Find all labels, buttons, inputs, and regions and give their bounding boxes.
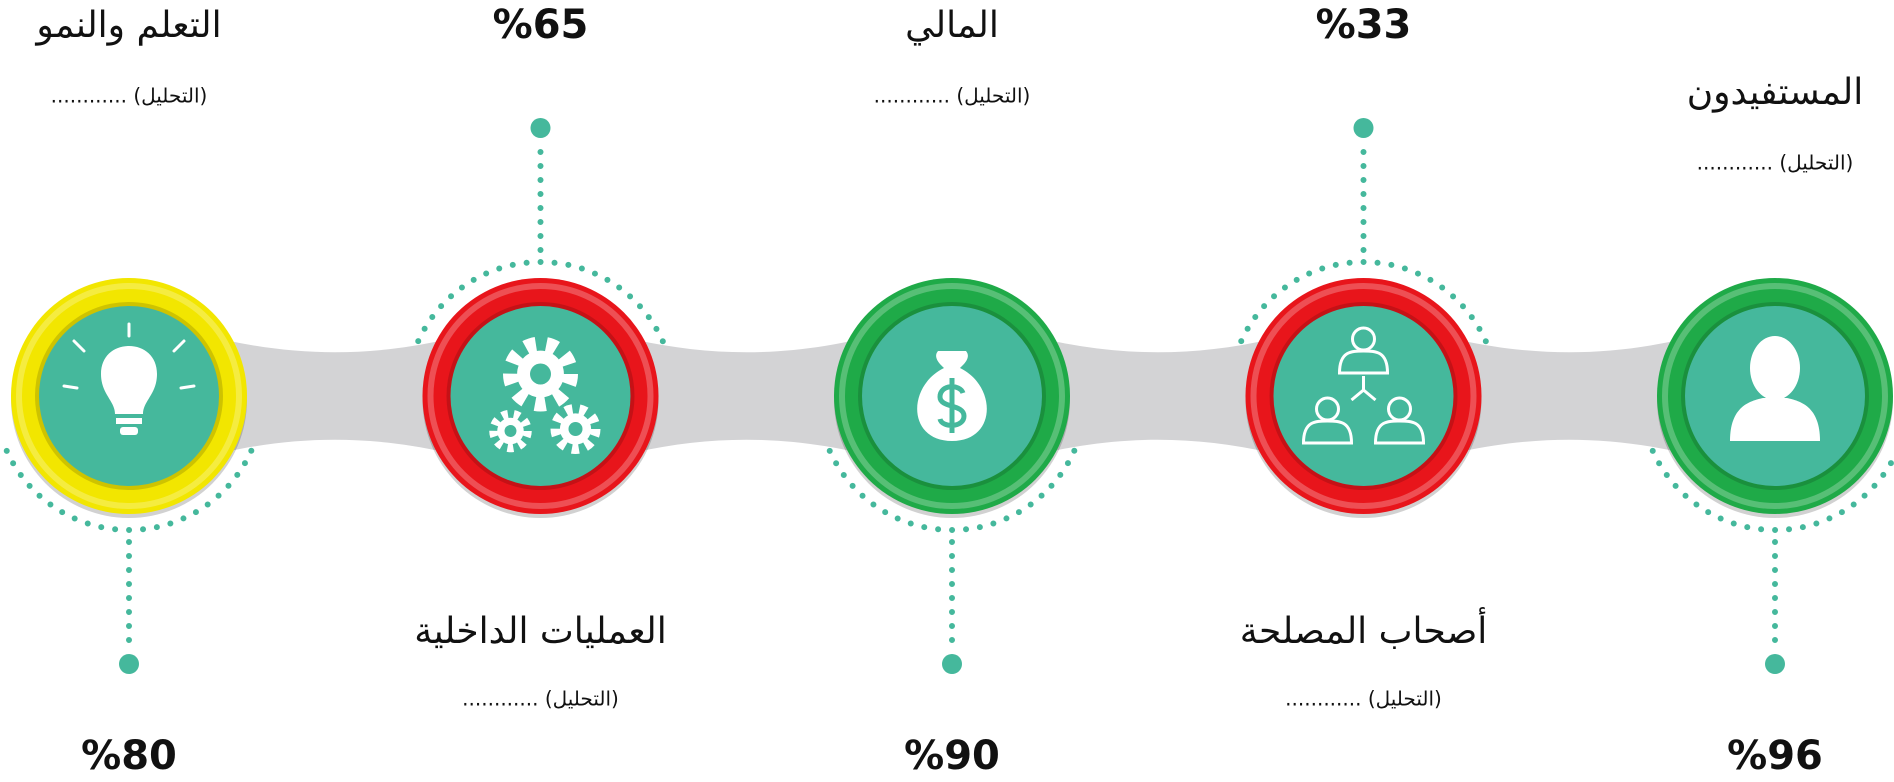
icon-part <box>1337 349 1390 375</box>
icon-part <box>179 384 196 390</box>
icon-part <box>1301 419 1354 445</box>
node: أصحاب المصلحة (التحليل) ............ %33 <box>1238 2 1489 711</box>
node-percent: %65 <box>493 2 589 48</box>
node-analysis: (التحليل) ............ <box>51 84 208 108</box>
ring-highlight <box>1250 283 1477 509</box>
icon-part <box>504 425 517 437</box>
node-analysis: (التحليل) ............ <box>462 687 619 711</box>
node: المستفيدون (التحليل) ............ %96 <box>1649 72 1894 779</box>
end-dot <box>1353 118 1374 138</box>
ring-highlight <box>839 283 1065 509</box>
end-dot <box>530 118 551 138</box>
node: التعلم والنمو (التحليل) ............ %80 <box>3 5 255 779</box>
ring-highlight <box>427 283 654 509</box>
end-dot <box>942 654 962 674</box>
icon-part <box>172 339 186 353</box>
icon-part <box>503 336 578 412</box>
node-title: العمليات الداخلية <box>414 611 666 652</box>
icon-part <box>120 427 138 435</box>
icon <box>62 322 196 435</box>
icon <box>489 336 601 454</box>
icon-part <box>937 378 967 433</box>
inner-circle <box>1273 306 1454 486</box>
icon-part <box>116 418 142 424</box>
node-percent: %80 <box>81 733 177 779</box>
dotted-arc <box>826 447 1078 533</box>
node-percent: %96 <box>1727 733 1823 779</box>
icon <box>917 351 987 441</box>
node-title: التعلم والنمو <box>34 5 221 46</box>
node-analysis: (التحليل) ............ <box>1697 151 1854 175</box>
icon-part <box>1730 398 1820 441</box>
node-title: المالي <box>905 5 999 46</box>
icon-part <box>72 339 86 353</box>
ring-highlight <box>16 283 242 509</box>
dotted-arc <box>1649 447 1894 533</box>
icon-part <box>1373 419 1426 445</box>
icon-part <box>62 384 79 390</box>
icon-part <box>568 422 583 436</box>
node-percent: %33 <box>1316 2 1412 48</box>
icon-part <box>530 363 551 385</box>
node-title: أصحاب المصلحة <box>1240 607 1488 652</box>
icon-part <box>550 404 601 454</box>
node-percent: %90 <box>904 733 1000 779</box>
node-analysis: (التحليل) ............ <box>1285 687 1442 711</box>
ring-highlight <box>1662 283 1888 509</box>
icon-part <box>1750 336 1800 400</box>
end-dot <box>1765 654 1785 674</box>
icon-part <box>101 346 157 414</box>
node: المالي (التحليل) ............ %90 <box>826 5 1078 779</box>
icon <box>1301 326 1426 445</box>
dotted-arc <box>1238 259 1489 345</box>
end-dot <box>119 654 139 674</box>
dotted-arc <box>3 447 255 533</box>
dotted-arc <box>415 259 666 345</box>
icon-part <box>489 409 532 453</box>
icon-part <box>1350 376 1377 402</box>
icon <box>1730 336 1820 441</box>
node: العمليات الداخلية (التحليل) ............%… <box>414 2 666 711</box>
node-title: المستفيدون <box>1687 72 1864 113</box>
node-analysis: (التحليل) ............ <box>874 84 1031 108</box>
nodes: المستفيدون (التحليل) ............ %96 أصحاب… <box>3 2 1894 779</box>
